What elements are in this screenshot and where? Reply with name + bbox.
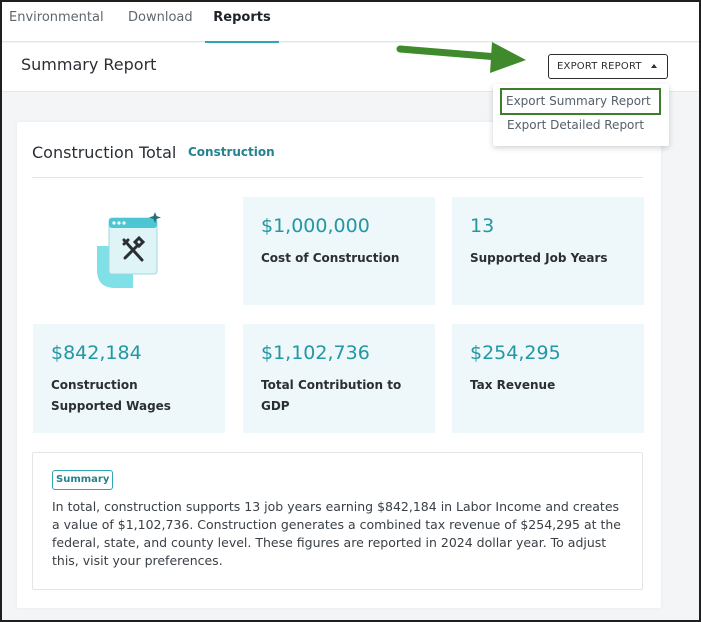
export-report-label: EXPORT REPORT xyxy=(557,61,642,72)
export-detailed-report-item[interactable]: Export Detailed Report xyxy=(507,118,645,132)
metric-value: $842,184 xyxy=(51,342,142,364)
page-title: Summary Report xyxy=(21,55,157,74)
metric-value: $1,000,000 xyxy=(261,215,370,237)
metric-tile-wages: $842,184 Construction Supported Wages xyxy=(33,324,225,433)
summary-box: Summary In total, construction supports … xyxy=(32,452,643,590)
metric-value: 13 xyxy=(470,215,495,237)
metric-tile-tax-revenue: $254,295 Tax Revenue xyxy=(452,324,644,433)
metric-tile-job-years: 13 Supported Job Years xyxy=(452,197,644,305)
tab-reports-label: Reports xyxy=(213,10,271,25)
card-title: Construction Total xyxy=(32,143,177,162)
metric-tile-gdp: $1,102,736 Total Contribution to GDP xyxy=(243,324,435,433)
construction-total-card: Construction Total Construction $1,000,0… xyxy=(17,122,661,608)
tab-bar: Environmental Download Reports xyxy=(2,2,699,43)
metric-value: $254,295 xyxy=(470,342,561,364)
tab-download[interactable]: Download xyxy=(128,10,193,25)
active-tab-indicator xyxy=(205,41,279,43)
summary-text: In total, construction supports 13 job y… xyxy=(52,499,621,568)
caret-up-icon xyxy=(651,64,657,68)
card-divider xyxy=(32,177,643,178)
export-summary-report-item[interactable]: Export Summary Report xyxy=(500,88,661,115)
metric-label: Tax Revenue xyxy=(470,378,556,392)
summary-badge: Summary xyxy=(52,470,114,490)
construction-tools-illustration-icon xyxy=(97,212,161,288)
green-arrow-annotation xyxy=(396,42,526,73)
tab-reports[interactable]: Reports xyxy=(205,2,279,43)
category-tag: Construction xyxy=(188,145,275,159)
metric-label: Supported Job Years xyxy=(470,251,608,265)
tab-environmental[interactable]: Environmental xyxy=(9,10,104,25)
export-dropdown-menu: Export Summary Report Export Detailed Re… xyxy=(493,84,669,146)
metric-label: Total Contribution to GDP xyxy=(261,378,402,413)
metric-label: Cost of Construction xyxy=(261,251,400,265)
metric-label: Construction Supported Wages xyxy=(51,378,171,413)
export-report-button[interactable]: EXPORT REPORT xyxy=(548,54,668,79)
page-header: Summary Report EXPORT REPORT xyxy=(2,43,699,92)
metric-value: $1,102,736 xyxy=(261,342,370,364)
metric-tile-cost: $1,000,000 Cost of Construction xyxy=(243,197,435,305)
